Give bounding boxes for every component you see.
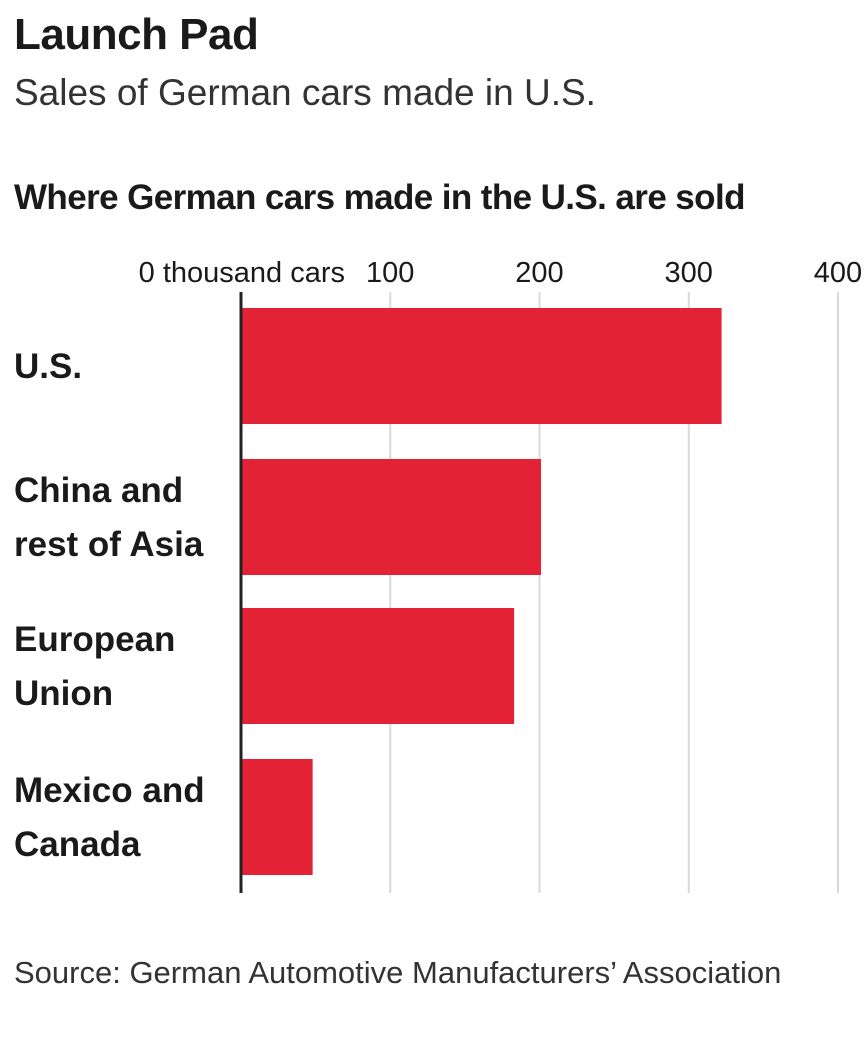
category-label-3-0: Mexico and <box>14 771 205 810</box>
bar-3 <box>241 759 313 875</box>
chart-title-main: Launch Pad <box>14 10 259 59</box>
bar-1 <box>241 459 541 575</box>
source-note: Source: German Automotive Manufacturers’… <box>14 955 782 990</box>
chart-heading: Where German cars made in the U.S. are s… <box>14 178 745 217</box>
tick-label-400: 400 <box>814 257 862 289</box>
tick-label-100: 100 <box>366 257 414 289</box>
chart-subtitle: Sales of German cars made in U.S. <box>14 72 596 113</box>
category-label-2-1: Union <box>14 674 113 713</box>
tick-label-300: 300 <box>665 257 713 289</box>
bar-0 <box>241 308 722 424</box>
bar-chart: 0 thousand cars 100 200 300 400 U.S. China and… <box>14 257 862 893</box>
tick-label-0: 0 thousand cars <box>139 257 345 289</box>
category-label-3-1: Canada <box>14 825 141 864</box>
category-label-0-0: U.S. <box>14 347 82 386</box>
category-label-2-0: European <box>14 620 175 659</box>
category-label-1-1: rest of Asia <box>14 525 204 564</box>
bar-2 <box>241 608 515 724</box>
tick-label-200: 200 <box>515 257 563 289</box>
category-label-1-0: China and <box>14 471 183 510</box>
